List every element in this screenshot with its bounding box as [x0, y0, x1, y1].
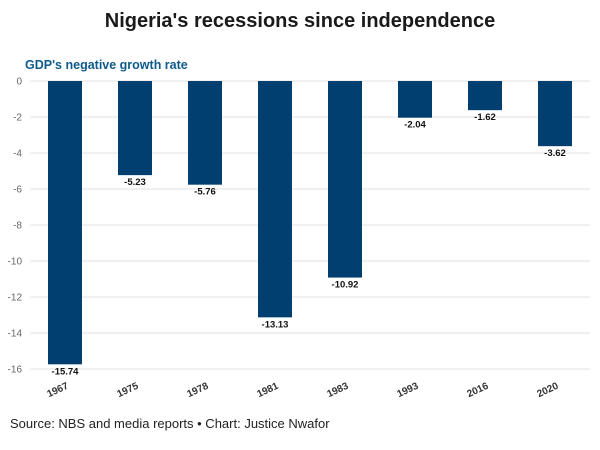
y-tick-label: 0 [16, 77, 22, 88]
data-label-1967: -15.74 [52, 366, 80, 377]
x-tick-label-1975: 1975 [115, 381, 140, 401]
chart-title: Nigeria's recessions since independence [104, 10, 496, 32]
bar-1983 [328, 81, 362, 278]
y-tick-label: -4 [13, 149, 22, 160]
gridlines [30, 80, 590, 370]
y-tick-label: -8 [13, 221, 22, 232]
bar-2020 [538, 81, 572, 147]
x-tick-label-1967: 1967 [45, 381, 70, 401]
x-axis-ticks: 1967 1975 1978 1981 1983 1993 2016 2020 [45, 381, 560, 401]
data-label-2020: -3.62 [544, 148, 566, 159]
y-tick-label: -2 [13, 113, 22, 124]
y-axis-ticks: 0 -2 -4 -6 -8 -10 -12 -14 -16 [8, 77, 23, 376]
x-tick-label-1983: 1983 [325, 381, 350, 401]
y-tick-label: -6 [13, 185, 22, 196]
bar-2016 [468, 81, 502, 111]
bars [48, 81, 572, 365]
data-label-2016: -1.62 [474, 112, 496, 123]
data-label-1983: -10.92 [332, 280, 359, 291]
data-label-1981: -13.13 [262, 319, 289, 330]
data-label-1978: -5.76 [194, 187, 216, 198]
bar-1967 [48, 81, 82, 365]
data-labels: -15.74 -5.23 -5.76 -13.13 -10.92 -2.04 -1.62 -3… [52, 112, 566, 377]
y-tick-label: -12 [8, 293, 23, 304]
y-tick-label: -14 [8, 329, 23, 340]
x-tick-label-1981: 1981 [255, 381, 280, 401]
data-label-1975: -5.23 [124, 177, 146, 188]
y-tick-label: -16 [8, 365, 23, 376]
x-tick-label-1993: 1993 [395, 381, 420, 401]
bar-1993 [398, 81, 432, 118]
x-tick-label-2016: 2016 [465, 381, 490, 401]
bar-1975 [118, 81, 152, 176]
chart-subtitle: GDP's negative growth rate [25, 58, 188, 72]
data-label-1993: -2.04 [404, 120, 426, 131]
bar-1981 [258, 81, 292, 318]
y-tick-label: -10 [8, 257, 23, 268]
bar-1978 [188, 81, 222, 185]
chart-source: Source: NBS and media reports • Chart: J… [10, 416, 330, 431]
x-tick-label-2020: 2020 [535, 381, 560, 401]
x-tick-label-1978: 1978 [185, 381, 210, 401]
